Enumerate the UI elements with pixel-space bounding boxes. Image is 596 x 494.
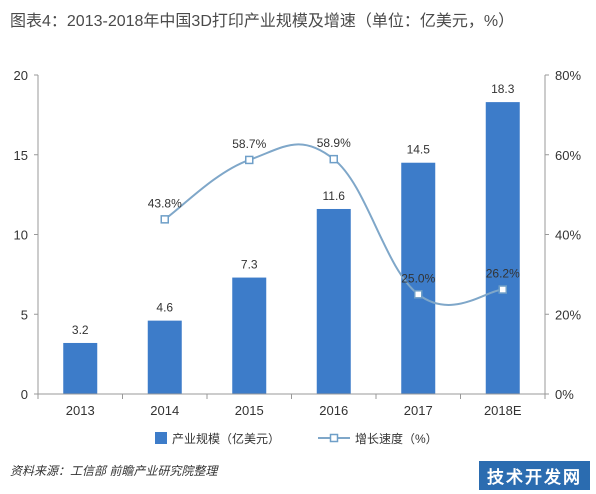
x-tick-label: 2014	[150, 403, 179, 418]
growth-value-label: 43.8%	[148, 196, 182, 210]
x-tick-label: 2018E	[484, 403, 522, 418]
x-tick-label: 2015	[235, 403, 264, 418]
y-left-tick-label: 20	[14, 68, 28, 83]
y-left-tick-label: 10	[14, 228, 28, 243]
legend-line-marker	[329, 433, 339, 443]
y-left-tick-label: 0	[21, 387, 28, 402]
growth-marker	[414, 290, 423, 299]
growth-marker	[498, 285, 507, 294]
bar-value-label: 18.3	[491, 82, 515, 96]
y-left-tick-label: 15	[14, 148, 28, 163]
legend-bar-swatch	[155, 432, 167, 444]
y-right-tick-label: 40%	[555, 228, 581, 243]
legend-bar-label: 产业规模（亿美元）	[172, 431, 280, 446]
line-series	[160, 143, 507, 306]
bar	[316, 208, 351, 394]
bar	[232, 277, 267, 394]
growth-value-label: 58.9%	[317, 136, 351, 150]
growth-value-label: 26.2%	[486, 267, 520, 281]
bar-value-label: 3.2	[72, 323, 89, 337]
y-right-tick-label: 60%	[555, 148, 581, 163]
watermark-badge: 技术开发网	[479, 461, 590, 490]
bar-value-label: 14.5	[407, 143, 431, 157]
legend-line-label: 增长速度（%）	[355, 431, 438, 446]
x-tick-label: 2013	[66, 403, 95, 418]
bar	[401, 162, 436, 394]
growth-value-label: 58.7%	[232, 137, 266, 151]
y-right-tick-label: 0%	[555, 387, 574, 402]
y-right-tick-label: 80%	[555, 68, 581, 83]
bar-value-label: 4.6	[156, 301, 173, 315]
bar	[147, 320, 182, 394]
y-right-tick-label: 20%	[555, 307, 581, 322]
growth-marker	[329, 154, 338, 164]
growth-marker	[245, 155, 254, 165]
bar-series	[63, 102, 520, 395]
axes: 0 5 10 15 20 0% 20% 40% 60% 80% 2013 2014 2015 2016 20…	[14, 68, 582, 418]
source-note: 资料来源：工信部 前瞻产业研究院整理	[10, 464, 218, 478]
x-tick-label: 2017	[404, 403, 433, 418]
data-labels: 3.2 4.6 7.3 11.6 14.5 18.3 43.8% 58.7% 58.9% 25.0…	[72, 82, 520, 337]
bar-value-label: 7.3	[241, 258, 258, 272]
growth-value-label: 25.0%	[401, 271, 435, 285]
bar	[485, 102, 520, 395]
x-tick-label: 2016	[319, 403, 348, 418]
y-left-tick-label: 5	[21, 307, 28, 322]
legend: 产业规模（亿美元） 增长速度（%）	[155, 431, 438, 446]
chart-title: 图表4：2013-2018年中国3D打印产业规模及增速（单位：亿美元，%）	[10, 13, 515, 30]
growth-marker	[160, 215, 169, 224]
bar-value-label: 11.6	[323, 189, 346, 203]
bar	[63, 342, 98, 394]
